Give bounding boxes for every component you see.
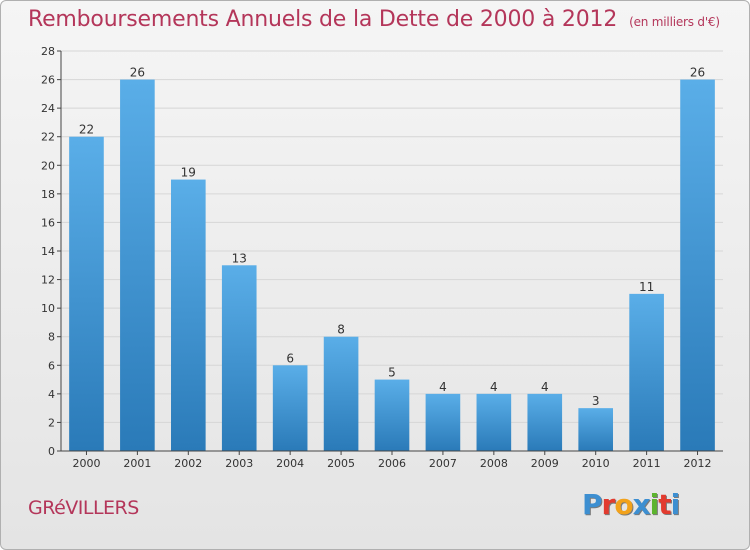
y-tick-label: 2 [48, 416, 55, 429]
y-tick-label: 24 [41, 102, 55, 115]
bar-value-label: 3 [592, 394, 600, 408]
chart-subtitle: (en milliers d'€) [629, 15, 720, 29]
bar-value-label: 4 [541, 380, 549, 394]
bar [476, 393, 512, 451]
x-tick-label: 2010 [582, 457, 610, 470]
bar [323, 336, 359, 451]
logo-letter: P [582, 488, 603, 521]
bar-value-label: 22 [79, 123, 94, 137]
x-tick-label: 2006 [378, 457, 406, 470]
logo-letter: r [601, 488, 616, 521]
x-tick-label: 2003 [225, 457, 253, 470]
bar [527, 393, 563, 451]
bar-value-label: 26 [130, 66, 145, 80]
value-labels: 22 26 19 13 6 8 5 4 4 4 3 11 26 [79, 66, 705, 409]
bar [120, 79, 155, 452]
y-tick-label: 28 [41, 45, 55, 58]
y-tick-label: 10 [41, 302, 55, 315]
x-tick-label: 2002 [174, 457, 202, 470]
bar [221, 265, 257, 451]
bar-value-label: 19 [181, 166, 196, 180]
bar-value-label: 6 [286, 351, 294, 365]
logo-letter: x [632, 488, 651, 521]
y-tick-label: 4 [48, 388, 55, 401]
x-axis-ticks: 2000 2001 2002 2003 2004 2005 2006 2007 2008 2009… [72, 451, 712, 470]
bar-value-label: 13 [232, 251, 247, 265]
commune-name: GRéVILLERS [28, 497, 139, 519]
bar [69, 136, 104, 451]
bar-value-label: 4 [490, 380, 498, 394]
x-tick-label: 2011 [633, 457, 661, 470]
bar [578, 408, 614, 451]
y-tick-label: 20 [41, 159, 55, 172]
bar [629, 293, 664, 451]
y-tick-label: 22 [41, 131, 55, 144]
bar-value-label: 26 [690, 66, 705, 80]
y-tick-label: 14 [41, 245, 55, 258]
axes [60, 51, 723, 452]
x-tick-label: 2007 [429, 457, 457, 470]
bar [374, 379, 410, 451]
logo-letter: t [658, 488, 671, 521]
bar [170, 179, 206, 452]
y-tick-label: 0 [48, 445, 55, 458]
x-tick-label: 2001 [123, 457, 151, 470]
y-tick-label: 12 [41, 274, 55, 287]
y-tick-label: 6 [48, 359, 55, 372]
logo-letter: i [649, 488, 660, 521]
chart-title: Remboursements Annuels de la Dette de 20… [28, 7, 720, 32]
x-tick-label: 2008 [480, 457, 508, 470]
proxiti-logo: Proxiti [582, 488, 681, 521]
x-tick-label: 2009 [531, 457, 559, 470]
y-tick-label: 8 [48, 331, 55, 344]
bar-value-label: 4 [439, 380, 447, 394]
bar [425, 393, 461, 451]
x-tick-label: 2012 [684, 457, 712, 470]
bar-value-label: 8 [337, 323, 345, 337]
bar [680, 79, 715, 452]
logo-letter: i [670, 488, 681, 521]
bar-value-label: 11 [639, 280, 654, 294]
bars [69, 79, 715, 452]
y-tick-label: 26 [41, 74, 55, 87]
x-tick-label: 2004 [276, 457, 304, 470]
logo-letter: o [614, 488, 633, 521]
y-tick-label: 16 [41, 216, 55, 229]
chart-title-text: Remboursements Annuels de la Dette de 20… [28, 7, 618, 32]
x-tick-label: 2005 [327, 457, 355, 470]
x-tick-label: 2000 [72, 457, 100, 470]
y-tick-label: 18 [41, 188, 55, 201]
bar-value-label: 5 [388, 366, 396, 380]
bar [272, 365, 308, 451]
